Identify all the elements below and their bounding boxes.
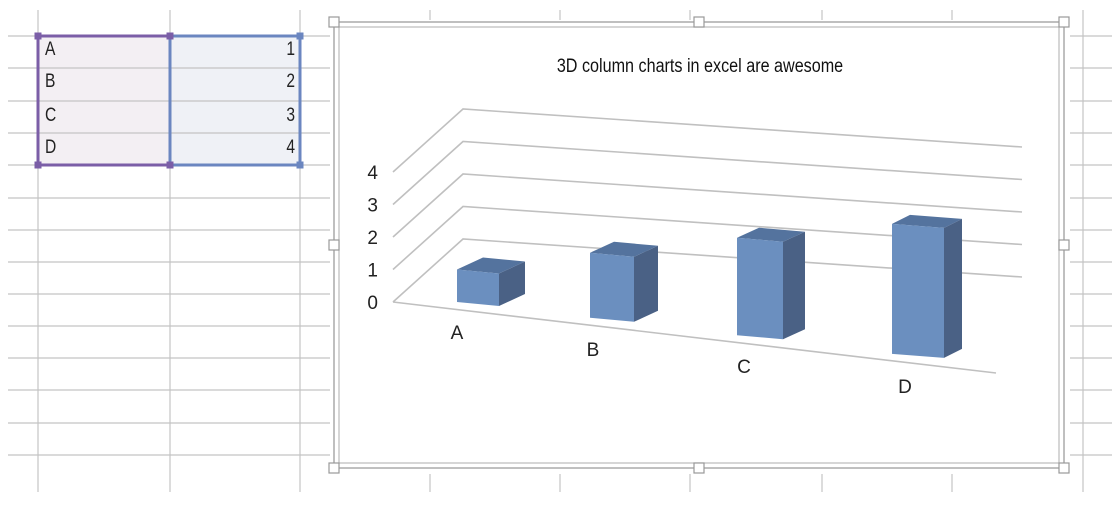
y-tick-label: 0 <box>367 293 378 314</box>
bar-front <box>590 252 634 322</box>
resize-handle[interactable] <box>328 16 340 28</box>
bar-b[interactable] <box>590 241 658 322</box>
chart-title[interactable]: 3D column charts in excel are awesome <box>556 56 844 77</box>
bar-top <box>737 227 805 242</box>
y-gridline <box>392 205 1023 271</box>
bar-side <box>634 245 658 322</box>
bar-a[interactable] <box>457 257 525 307</box>
x-axis-line <box>392 301 997 374</box>
resize-handle[interactable] <box>328 239 340 251</box>
y-gridline <box>392 173 1023 238</box>
value-range-border[interactable] <box>168 34 302 167</box>
y-tick-label: 1 <box>367 261 378 282</box>
cell-label-c[interactable]: C <box>45 105 57 126</box>
bar-side <box>499 261 525 307</box>
y-gridline <box>392 108 1023 173</box>
x-tick-label: A <box>451 323 464 344</box>
resize-handle[interactable] <box>328 462 340 474</box>
resize-handle[interactable] <box>1058 239 1070 251</box>
range-handle[interactable] <box>34 161 42 169</box>
bar-top <box>457 257 525 274</box>
bar-side <box>944 218 962 358</box>
bar-front <box>457 269 499 307</box>
resize-handle[interactable] <box>693 16 705 28</box>
y-tick-label: 2 <box>367 228 378 249</box>
y-gridline <box>392 140 1023 206</box>
x-tick-label: C <box>737 357 751 378</box>
cell-value-1[interactable]: 1 <box>286 39 295 60</box>
resize-handle[interactable] <box>1058 16 1070 28</box>
x-tick-label: D <box>898 377 912 398</box>
y-tick-label: 4 <box>367 163 378 184</box>
bar-front <box>892 223 944 358</box>
bar-top <box>590 241 658 257</box>
cell-label-a[interactable]: A <box>45 39 56 60</box>
cell-value-4[interactable]: 4 <box>286 137 295 158</box>
bar-d[interactable] <box>892 214 962 358</box>
range-handle[interactable] <box>296 32 304 40</box>
range-handle[interactable] <box>34 32 42 40</box>
x-tick-label: B <box>587 340 600 361</box>
bar-side <box>783 231 805 340</box>
y-tick-label: 3 <box>367 196 378 217</box>
bar-top <box>892 214 962 228</box>
range-handle[interactable] <box>166 161 174 169</box>
y-gridline <box>392 238 1023 303</box>
range-handle[interactable] <box>296 161 304 169</box>
bar-c[interactable] <box>737 227 805 340</box>
cell-value-3[interactable]: 3 <box>286 105 295 126</box>
resize-handle[interactable] <box>1058 462 1070 474</box>
resize-handle[interactable] <box>693 462 705 474</box>
cell-label-d[interactable]: D <box>45 137 57 158</box>
bar-front <box>737 237 783 340</box>
cell-label-b[interactable]: B <box>45 71 56 92</box>
range-handle[interactable] <box>166 32 174 40</box>
cell-value-2[interactable]: 2 <box>286 71 295 92</box>
